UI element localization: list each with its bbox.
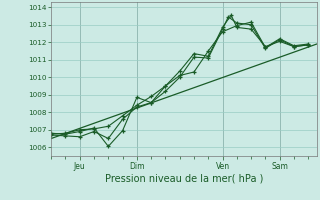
X-axis label: Pression niveau de la mer( hPa ): Pression niveau de la mer( hPa ) [105, 173, 263, 183]
